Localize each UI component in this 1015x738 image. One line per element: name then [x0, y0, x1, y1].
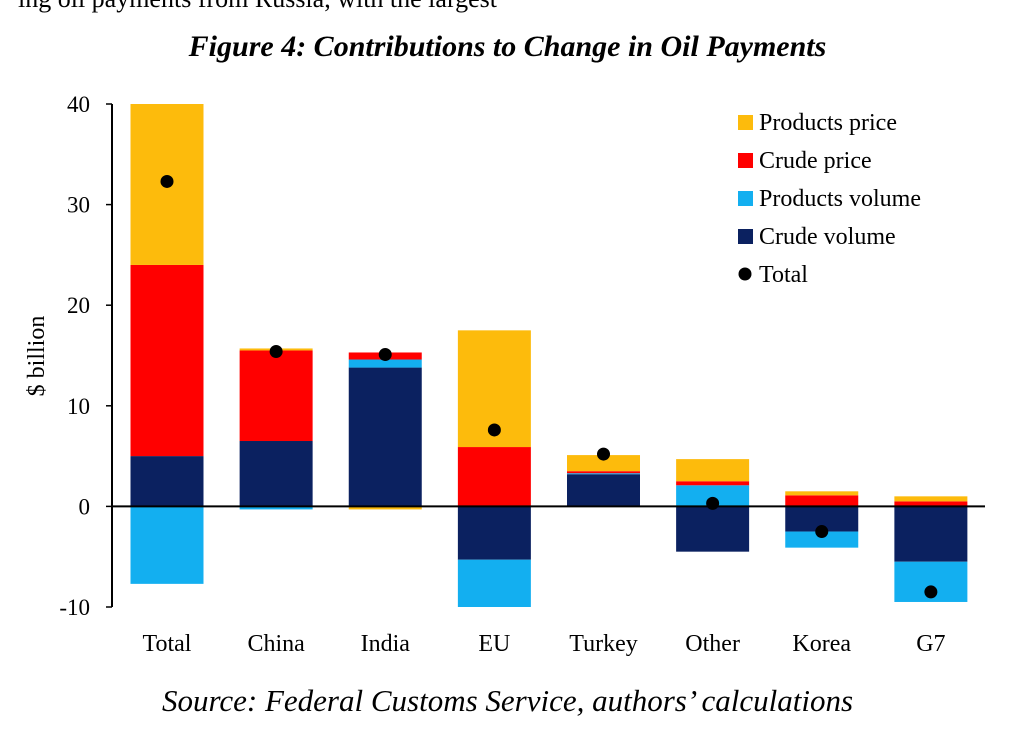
category-label-other: Other [685, 631, 740, 657]
total-dot-china [269, 344, 283, 358]
bar-products-price-turkey [567, 455, 640, 472]
bar-crude-price-g7 [894, 501, 968, 507]
legend-swatch-products-price [738, 115, 753, 130]
total-dot-total [160, 174, 174, 188]
legend-swatch-products-volume [738, 191, 753, 206]
bar-crude-price-turkey [567, 471, 640, 474]
legend-label-crude-volume: Crude volume [759, 224, 896, 250]
bar-products-price-india [348, 506, 422, 510]
total-dot-korea [815, 525, 829, 539]
legend-label-products-volume: Products volume [759, 186, 921, 212]
bar-crude-volume-total [130, 456, 204, 507]
bar-crude-volume-g7 [894, 506, 968, 562]
legend-swatch-crude-volume [738, 229, 753, 244]
source-note: Source: Federal Customs Service, authors… [161, 683, 854, 718]
bar-products-volume-total [130, 506, 204, 584]
bar-products-volume-india [348, 359, 422, 368]
chart-title: Figure 4: Contributions to Change in Oil… [188, 30, 827, 63]
bar-crude-price-total [130, 264, 204, 457]
legend-label-total: Total [759, 262, 808, 288]
bar-crude-volume-eu [457, 506, 531, 560]
bar-crude-volume-china [239, 441, 313, 507]
bar-crude-volume-other [676, 506, 750, 552]
bar-crude-price-korea [785, 495, 859, 507]
category-label-turkey: Turkey [569, 631, 637, 657]
y-tick-label: 10 [67, 394, 90, 419]
category-label-g7: G7 [916, 631, 945, 657]
category-label-total: Total [143, 631, 192, 657]
legend-label-crude-price: Crude price [759, 148, 872, 174]
bar-products-volume-turkey [567, 473, 640, 475]
total-dot-turkey [597, 447, 610, 461]
bar-products-price-other [676, 459, 750, 482]
legend-swatch-crude-price [738, 153, 753, 168]
y-tick-label: 20 [67, 293, 90, 318]
y-axis-label: $ billion [24, 316, 50, 397]
legend-label-products-price: Products price [759, 110, 897, 136]
category-label-eu: EU [478, 631, 510, 657]
y-tick-label: -10 [59, 595, 90, 620]
y-tick-label: 30 [67, 193, 90, 218]
category-label-korea: Korea [792, 631, 851, 657]
bar-crude-price-eu [457, 447, 531, 507]
bar-products-price-g7 [894, 496, 968, 502]
total-dot-eu [487, 423, 501, 437]
clipped-header-text: ing oil payments from Russia, with the l… [18, 0, 497, 14]
y-tick-label: 40 [67, 92, 90, 117]
total-dot-g7 [924, 585, 938, 599]
y-tick-label: 0 [79, 494, 91, 519]
total-dot-india [378, 347, 392, 361]
bar-crude-volume-india [348, 367, 422, 507]
legend-swatch-total [738, 267, 752, 281]
bar-products-volume-other [676, 485, 750, 507]
category-label-india: India [361, 631, 411, 657]
bar-crude-price-china [239, 350, 313, 442]
bar-crude-price-other [676, 481, 750, 486]
total-dot-other [706, 496, 720, 510]
bar-products-volume-eu [457, 559, 531, 607]
bar-crude-volume-turkey [567, 474, 640, 507]
bar-products-volume-korea [785, 531, 859, 548]
category-label-china: China [247, 631, 305, 657]
bar-products-price-korea [785, 491, 859, 496]
bar-products-volume-china [239, 506, 313, 510]
